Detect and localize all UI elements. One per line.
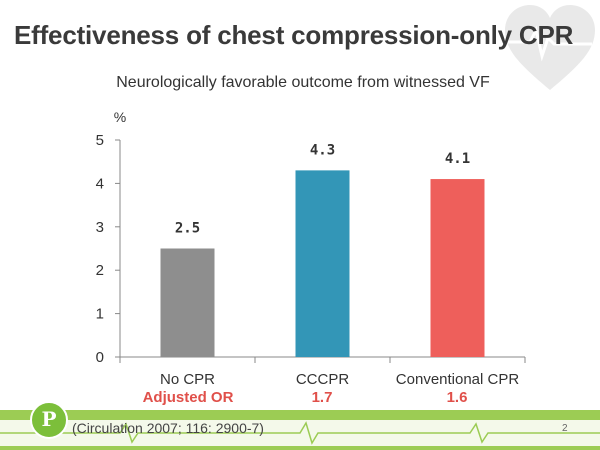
bar [430,179,485,357]
y-tick-label: 4 [96,175,104,192]
bar-chart: Neurologically favorable outcome from wi… [96,74,526,388]
y-tick-label: 5 [96,132,104,149]
logo-badge: P [30,401,68,439]
category-label: Conventional CPR [396,371,520,388]
y-tick-label: 2 [96,262,104,279]
data-label: 4.3 [310,142,335,158]
y-tick-label: 1 [96,306,104,323]
page-number: 2 [562,423,568,434]
adjusted-or-value-cccpr: 1.7 [312,389,333,406]
y-axis-label: % [114,109,126,125]
ecg-line-decoration [0,421,600,445]
adjusted-or-label: Adjusted OR [143,389,234,406]
y-tick-label: 0 [96,349,104,366]
category-label: No CPR [160,371,215,388]
heart-icon [505,5,595,90]
adjusted-or-value-conventional: 1.6 [447,389,468,406]
bar [295,170,350,357]
bar [160,248,215,357]
category-label: CCCPR [296,371,350,388]
chart-title: Neurologically favorable outcome from wi… [116,74,490,91]
slide-title: Effectiveness of chest compression-only … [14,20,574,50]
data-label: 2.5 [175,221,200,237]
adjusted-or-row: Adjusted OR 1.7 1.6 [143,389,468,406]
data-label: 4.1 [445,151,470,167]
citation: (Circulation 2007; 116: 2900-7) [72,420,264,436]
y-tick-label: 3 [96,219,104,236]
